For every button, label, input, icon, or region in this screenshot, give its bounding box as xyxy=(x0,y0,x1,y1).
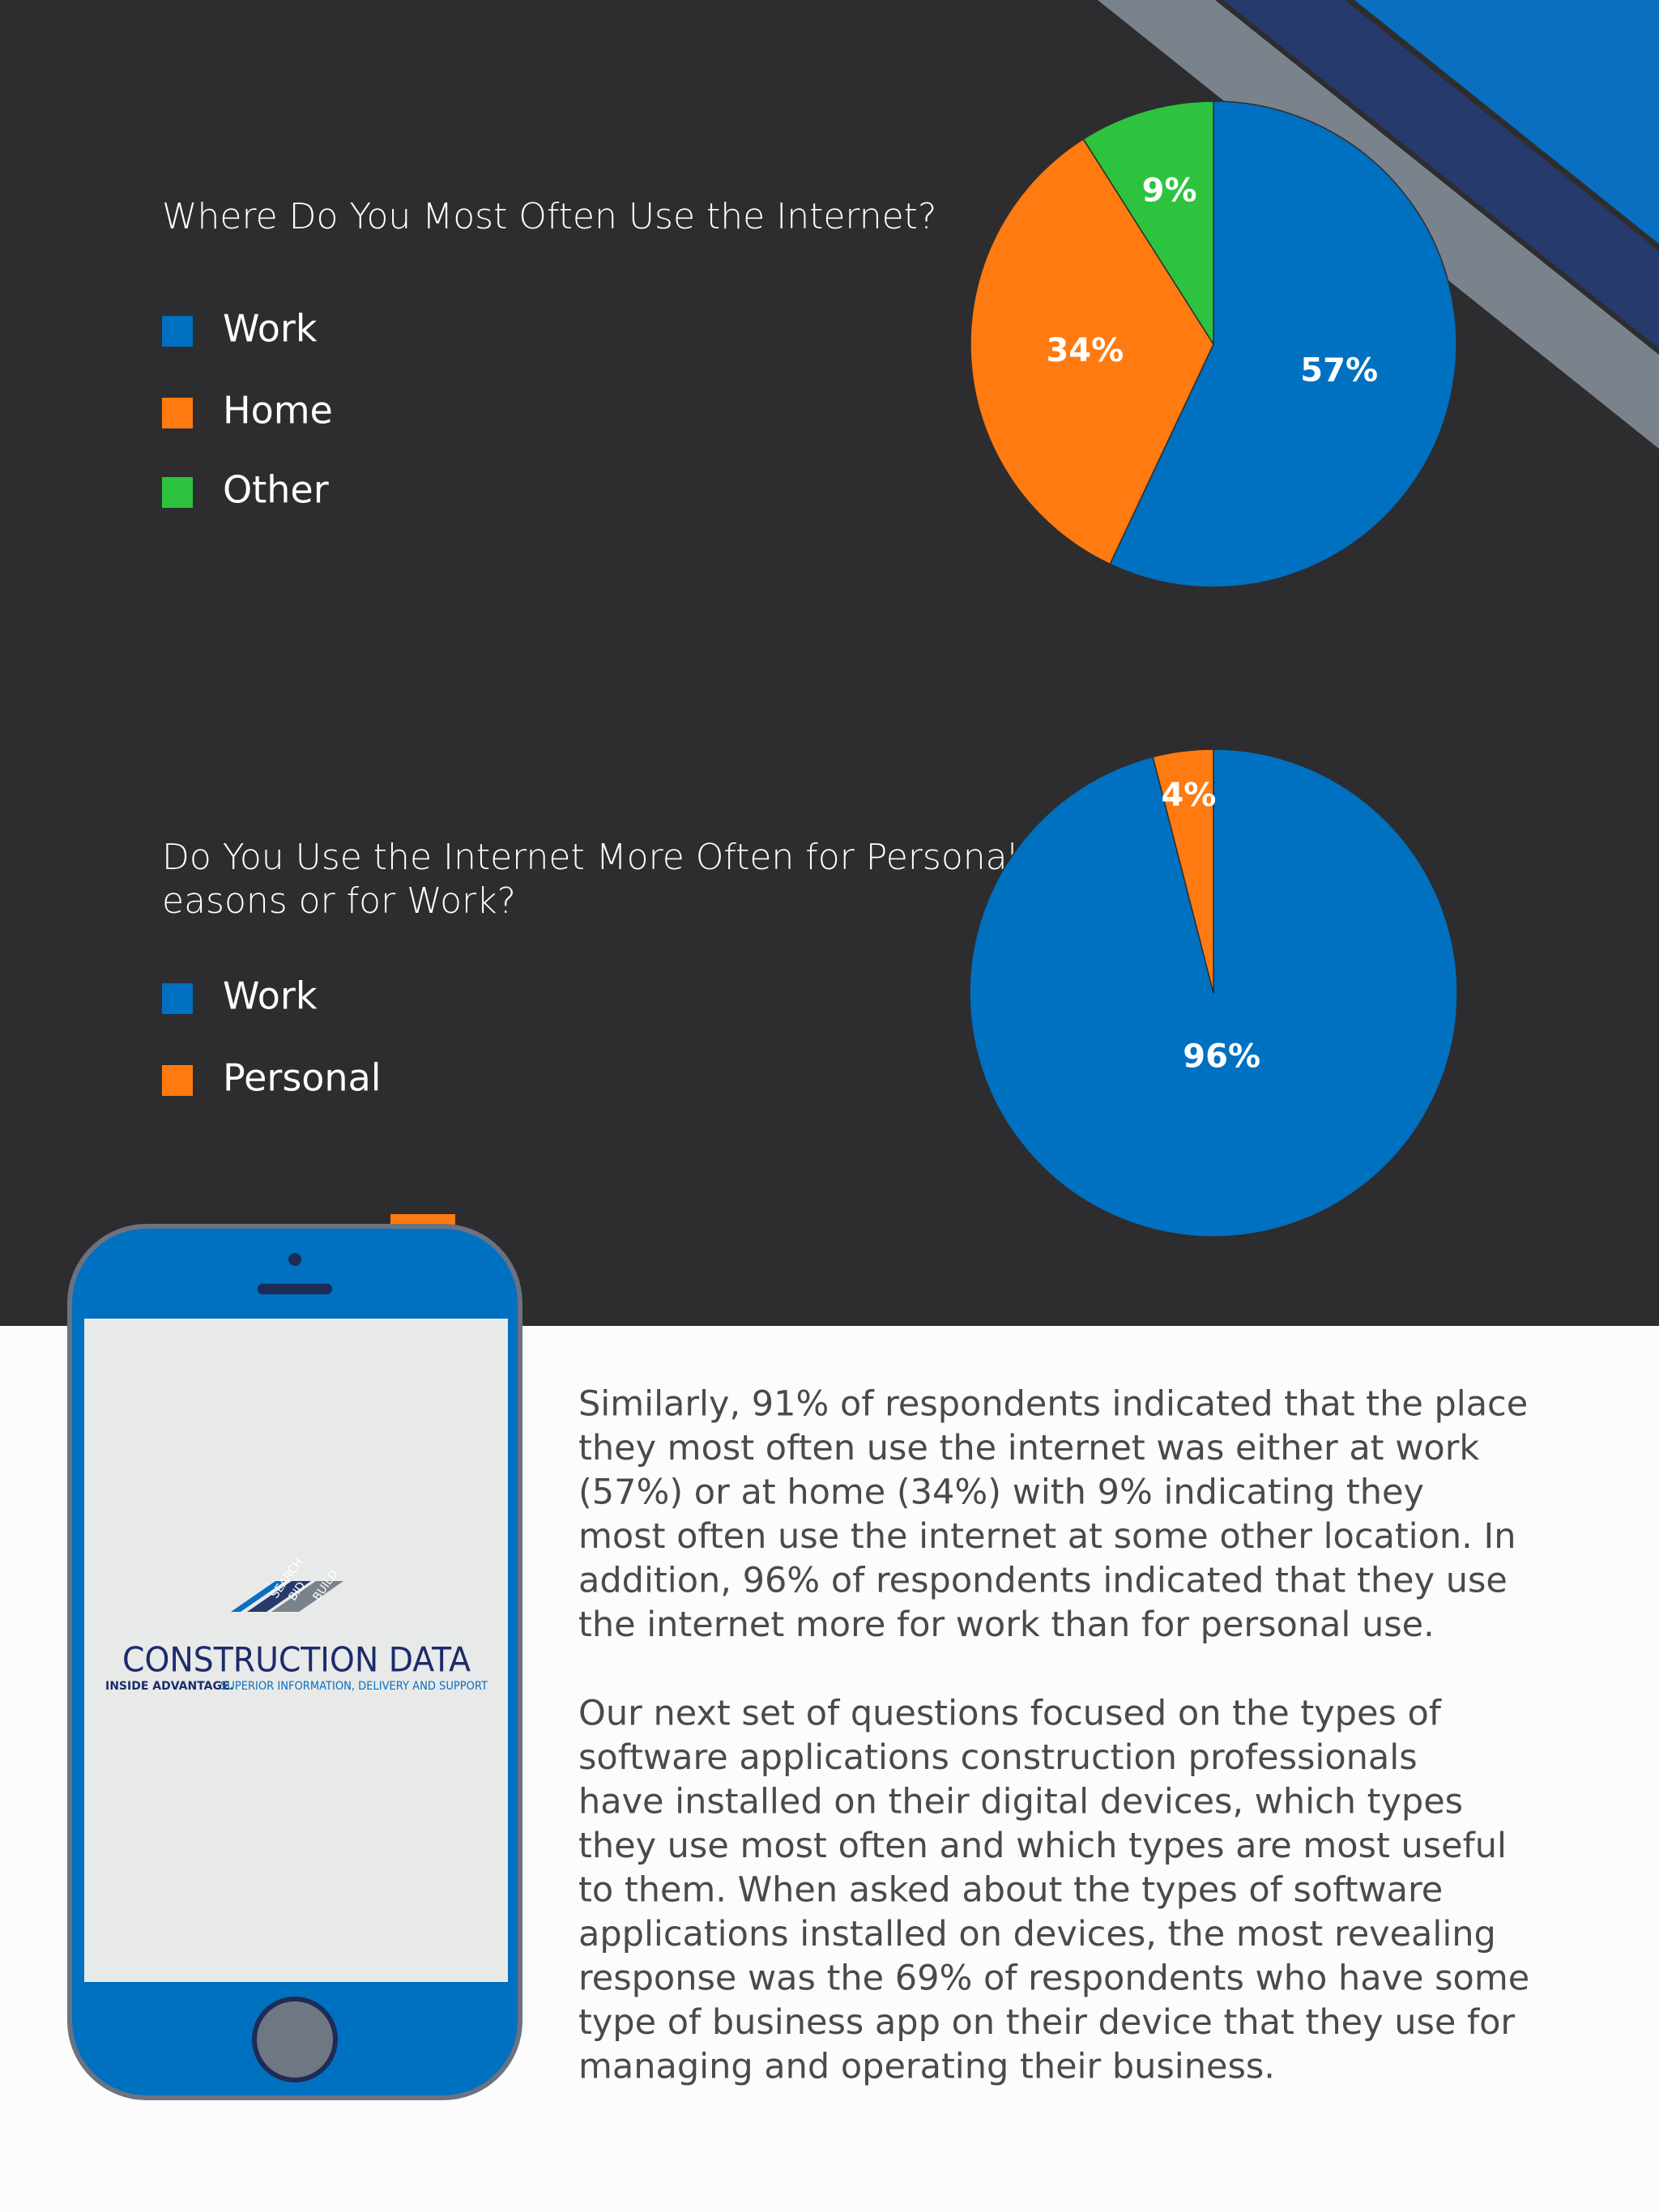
paragraph-line: Our next set of questions focused on the… xyxy=(578,1694,1442,1734)
logo-stripe xyxy=(231,1581,285,1612)
pie-slice xyxy=(1109,100,1457,588)
paragraph-line: they use most often and which types are … xyxy=(578,1826,1507,1866)
paragraph-line: Similarly, 91% of respondents indicated … xyxy=(578,1384,1528,1425)
paragraph-line: they most often use the internet was eit… xyxy=(578,1428,1479,1468)
chart-title: Where Do You Most Often Use the Internet… xyxy=(162,196,936,237)
legend-swatch xyxy=(162,983,193,1014)
chart-title: Do You Use the Internet More Often for P… xyxy=(162,837,1053,922)
legend-label: Other xyxy=(223,468,329,512)
legend-swatch xyxy=(162,477,193,508)
logo-tagline: SUPERIOR INFORMATION, DELIVERY AND SUPPO… xyxy=(220,1680,488,1693)
stripe-navy xyxy=(1223,0,1659,348)
paragraph-line: type of business app on their device tha… xyxy=(578,2002,1515,2043)
paragraph-line: managing and operating their business. xyxy=(578,2047,1275,2087)
home-button xyxy=(252,1997,338,2082)
stripe-blue xyxy=(1354,0,1659,244)
phone-camera xyxy=(288,1253,301,1266)
slice-label: 34% xyxy=(1046,332,1124,369)
logo-stripe xyxy=(271,1581,343,1612)
pie-slice xyxy=(1082,100,1214,347)
legend-label: Home xyxy=(223,389,333,433)
pie-slice xyxy=(970,138,1214,565)
legend-label: Personal xyxy=(223,1056,382,1100)
paragraph-line: the internet more for work than for pers… xyxy=(578,1605,1435,1645)
phone-speaker xyxy=(258,1284,332,1294)
paragraph-line: response was the 69% of respondents who … xyxy=(578,1958,1529,1999)
legend-label: Work xyxy=(223,974,318,1018)
body-text: Similarly, 91% of respondents indicated … xyxy=(578,1384,1529,2087)
paragraph-line: have installed on their digital devices,… xyxy=(578,1782,1463,1822)
legend-swatch xyxy=(162,316,193,347)
paragraph-line: software applications construction profe… xyxy=(578,1737,1418,1778)
paragraph-line: to them. When asked about the types of s… xyxy=(578,1870,1443,1911)
logo-stripe xyxy=(247,1581,311,1612)
phone-screen xyxy=(84,1319,508,1982)
legend-label: Work xyxy=(223,307,318,351)
pie-slice xyxy=(1152,748,1214,994)
slice-label: 96% xyxy=(1183,1038,1260,1076)
logo-name: CONSTRUCTION DATA xyxy=(122,1640,471,1680)
paragraph-line: (57%) or at home (34%) with 9% indicatin… xyxy=(578,1473,1424,1513)
paragraph-line: most often use the internet at some othe… xyxy=(578,1516,1516,1557)
paragraph-line: applications installed on devices, the m… xyxy=(578,1914,1496,1954)
slice-label: 57% xyxy=(1300,352,1378,390)
logo-tagline-bold: INSIDE ADVANTAGE. xyxy=(105,1680,234,1693)
paragraph-line: addition, 96% of respondents indicated t… xyxy=(578,1561,1508,1601)
slice-label: 9% xyxy=(1142,173,1197,210)
legend-swatch xyxy=(162,398,193,428)
charts: Where Do You Most Often Use the Internet… xyxy=(162,100,1458,1238)
legend-swatch xyxy=(162,1065,193,1096)
slice-label: 4% xyxy=(1161,777,1216,814)
